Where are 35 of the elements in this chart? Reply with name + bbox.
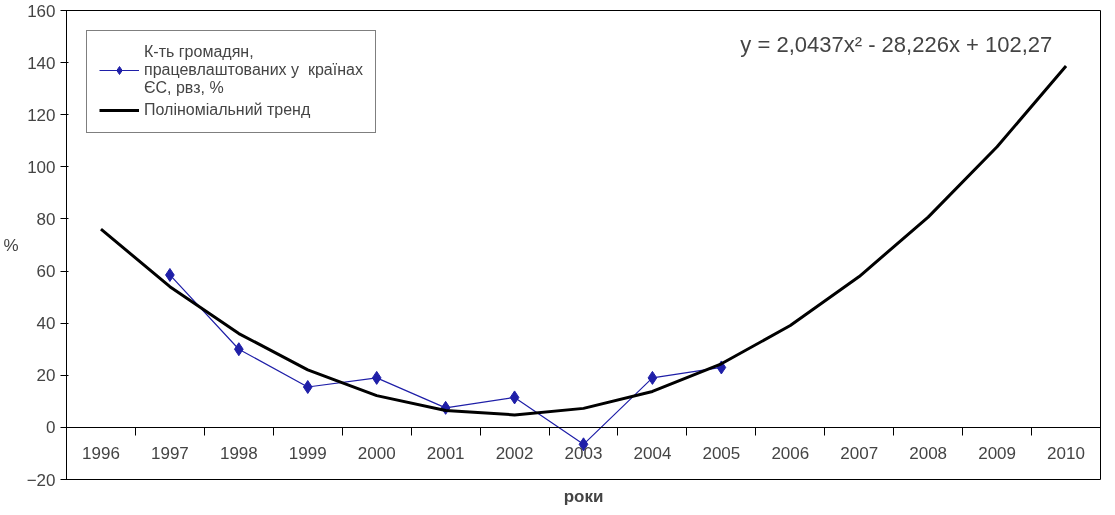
point — [509, 390, 520, 405]
x-tick-label: 2010 — [1047, 444, 1085, 464]
y-axis-title: % — [3, 235, 19, 255]
x-tick-label: 2009 — [978, 444, 1017, 464]
x-tick-label: 2008 — [909, 444, 948, 464]
x-tick-label: 2003 — [564, 444, 603, 464]
y-tick-label: 160 — [27, 1, 56, 21]
y-tick-label: −20 — [26, 470, 56, 490]
x-tick-label: 2001 — [426, 444, 465, 464]
point — [302, 380, 313, 394]
x-axis-title: роки — [563, 486, 604, 506]
point — [647, 370, 658, 385]
x-tick-label: 1996 — [82, 444, 120, 464]
x-tick-label: 1997 — [150, 444, 189, 464]
x-tick-label: 1998 — [219, 444, 258, 464]
y-tick-label: 120 — [27, 105, 56, 125]
legend-label: Поліноміальний тренд — [144, 101, 311, 119]
x-tick-label: 2005 — [702, 444, 741, 464]
y-tick-label: 20 — [36, 366, 56, 386]
x-tick-label: 2002 — [495, 444, 534, 464]
annotation: y = 2,0437x² - 28,226x + 102,27 — [740, 32, 1053, 58]
legend-label: К-ть громадян, працевлаштованих у країнах ЄС, рвз, % — [144, 43, 363, 97]
x-tick-label: 2006 — [771, 444, 810, 464]
y-tick-label: 0 — [46, 418, 56, 438]
y-tick-label: 40 — [36, 314, 56, 334]
point — [371, 370, 382, 385]
x-tick-label: 1999 — [288, 444, 327, 464]
y-tick-label: 140 — [27, 53, 56, 73]
x-tick-label: 2007 — [840, 444, 879, 464]
y-tick-label: 80 — [36, 209, 56, 229]
y-tick-label: 100 — [27, 157, 56, 177]
x-tick-label: 2000 — [357, 444, 396, 464]
line-series — [99, 64, 1068, 417]
x-tick-label: 2004 — [633, 444, 672, 464]
y-tick-label: 60 — [36, 262, 56, 282]
